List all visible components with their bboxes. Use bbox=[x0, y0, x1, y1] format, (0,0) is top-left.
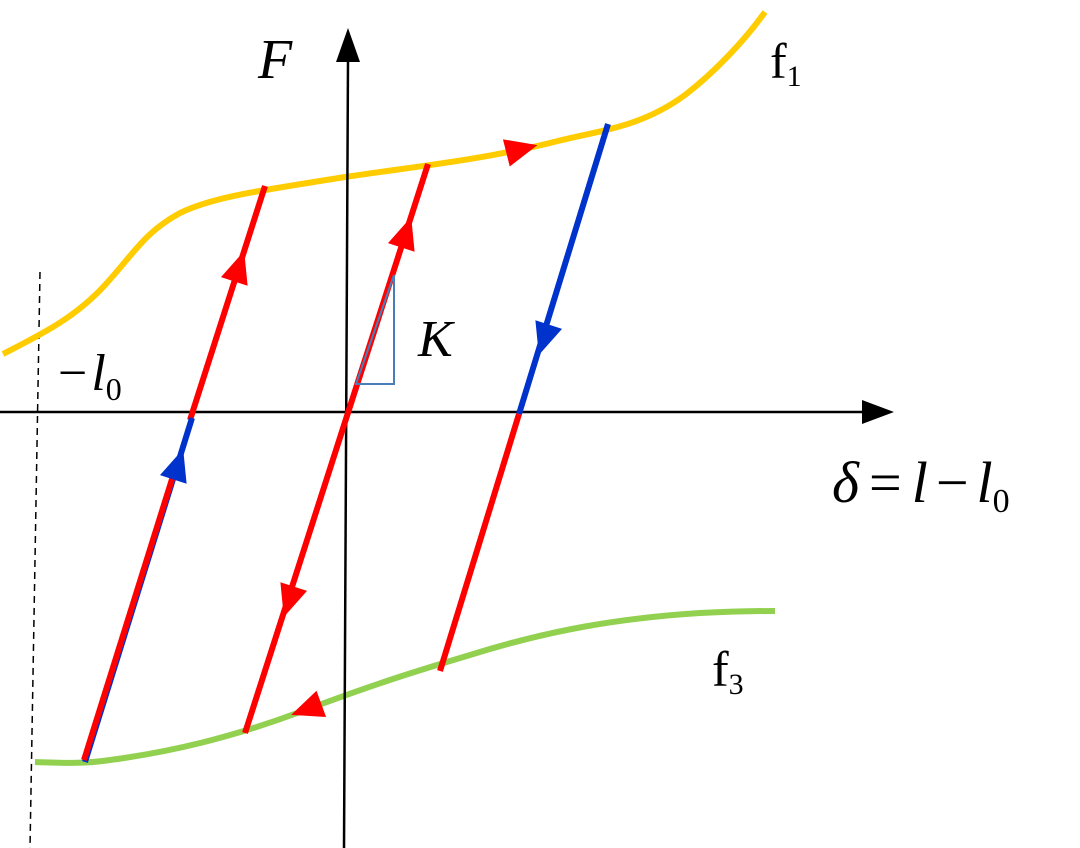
arrowhead-icon bbox=[535, 320, 563, 356]
middle-red-path bbox=[242, 163, 431, 734]
y-axis-label: F bbox=[257, 29, 293, 91]
arrowhead-icon bbox=[159, 448, 187, 484]
y-axis bbox=[342, 59, 350, 848]
right-unloading-red-segment bbox=[437, 413, 522, 672]
f3-label: f3 bbox=[712, 641, 744, 701]
x-axis-delta: δ bbox=[832, 450, 860, 515]
x-axis-l0-base: l bbox=[977, 450, 993, 515]
left-loading-upper-segment bbox=[187, 185, 268, 421]
neg-l0-base: l bbox=[91, 345, 105, 402]
x-axis-minus: − bbox=[936, 450, 969, 515]
x-axis-l: l bbox=[912, 450, 928, 515]
neg-l0-sub: 0 bbox=[106, 371, 122, 407]
f1-label-base: f bbox=[770, 33, 787, 89]
neg-l0-minus: − bbox=[58, 345, 87, 402]
f3-label-sub: 3 bbox=[729, 668, 744, 701]
arrowhead-icon bbox=[387, 216, 415, 252]
f3-curve bbox=[34, 608, 776, 766]
arrowhead-icon bbox=[280, 582, 308, 618]
left-loading-red-overlay-segment bbox=[81, 459, 181, 761]
y-axis-arrowhead-icon bbox=[336, 28, 360, 62]
x-axis-equals: = bbox=[869, 450, 902, 515]
arrowhead-icon bbox=[502, 139, 538, 167]
x-axis-label: δ = l − l0 bbox=[832, 450, 1010, 520]
right-unloading-blue-segment bbox=[516, 123, 611, 415]
x-axis-l0-sub: 0 bbox=[993, 483, 1010, 520]
arrowhead-icon bbox=[291, 690, 327, 718]
f1-label: f1 bbox=[770, 33, 802, 93]
f1-label-sub: 1 bbox=[787, 60, 802, 93]
x-axis-arrowhead-icon bbox=[862, 400, 894, 424]
f3-label-base: f bbox=[712, 641, 729, 697]
f1-curve bbox=[1, 10, 768, 357]
neg-l0-label: −l0 bbox=[58, 345, 122, 407]
limit-dashed-line bbox=[29, 271, 41, 848]
arrowhead-icon bbox=[220, 250, 248, 286]
stiffness-label: K bbox=[417, 311, 455, 368]
stiffness-triangle bbox=[354, 274, 395, 385]
